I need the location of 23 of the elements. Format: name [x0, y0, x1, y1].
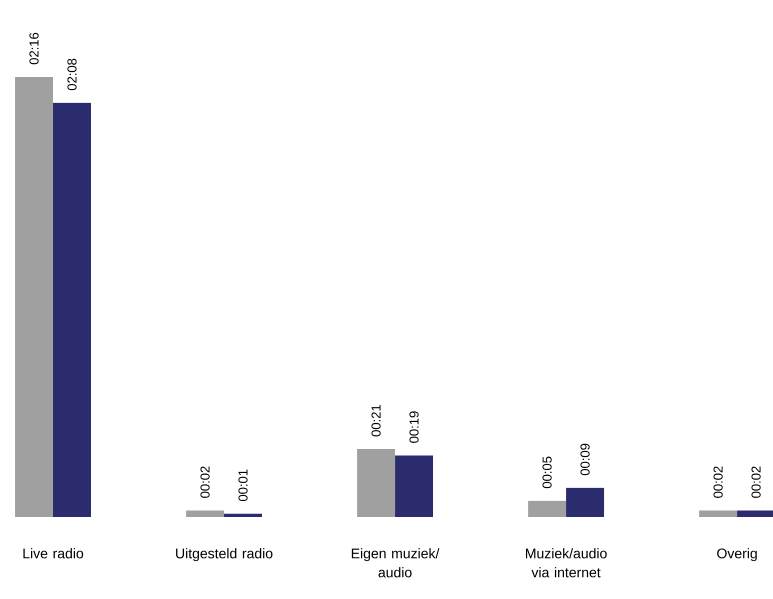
x-tick-label: Muziek/audio via internet: [526, 548, 607, 578]
bar: [357, 449, 396, 517]
x-tick-label: Eigen muziek/ audio: [352, 548, 440, 578]
x-tick-label: Live radio: [23, 548, 84, 558]
bar: [224, 514, 262, 517]
data-label: 02:08: [67, 58, 77, 90]
x-tick-label: Uitgesteld radio: [176, 548, 272, 562]
data-label: 00:19: [409, 411, 419, 443]
x-tick-label: Overig: [717, 548, 757, 562]
data-label: 02:16: [29, 32, 39, 64]
data-label: 00:02: [714, 466, 723, 498]
data-label: 00:01: [238, 470, 248, 502]
data-label: 00:02: [751, 466, 761, 498]
bar: [15, 76, 54, 517]
data-label: 00:05: [542, 456, 552, 488]
bar: [395, 456, 434, 517]
bar: [528, 500, 566, 517]
bar: [53, 102, 91, 517]
data-label: 00:02: [200, 466, 210, 498]
bar: [186, 510, 224, 517]
data-label: 00:21: [371, 404, 381, 436]
data-label: 00:09: [580, 444, 590, 476]
bar: [566, 488, 604, 517]
